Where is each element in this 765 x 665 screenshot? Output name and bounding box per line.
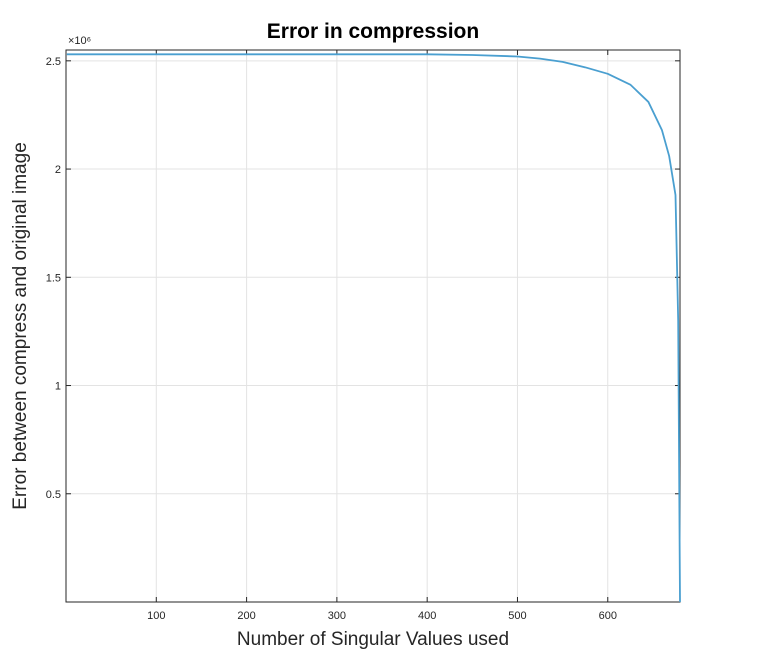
x-tick-label: 400 (418, 610, 436, 622)
y-tick-label: 1 (55, 381, 61, 393)
series (66, 53, 681, 603)
y-axis-label: Error between compress and original imag… (10, 142, 31, 510)
ticks: 100 200 300 400 500 600 0.5 1 1.5 2 2.5 (46, 50, 680, 622)
x-tick-label: 600 (599, 610, 617, 622)
y-tick-label: 0.5 (46, 489, 61, 501)
y-tick-label: 2.5 (46, 56, 61, 68)
series-line (66, 53, 681, 603)
plot-frame (65, 49, 681, 603)
y-tick-label: 1.5 (46, 272, 61, 284)
y-axis-multiplier: ×10⁶ (68, 35, 91, 47)
x-tick-label: 500 (508, 610, 526, 622)
x-axis-label: Number of Singular Values used (237, 629, 509, 650)
x-tick-label: 100 (147, 610, 165, 622)
chart-title: Error in compression (267, 20, 479, 43)
y-tick-label: 2 (55, 164, 61, 176)
x-tick-label: 200 (237, 610, 255, 622)
grid (66, 50, 680, 602)
x-tick-label: 300 (328, 610, 346, 622)
